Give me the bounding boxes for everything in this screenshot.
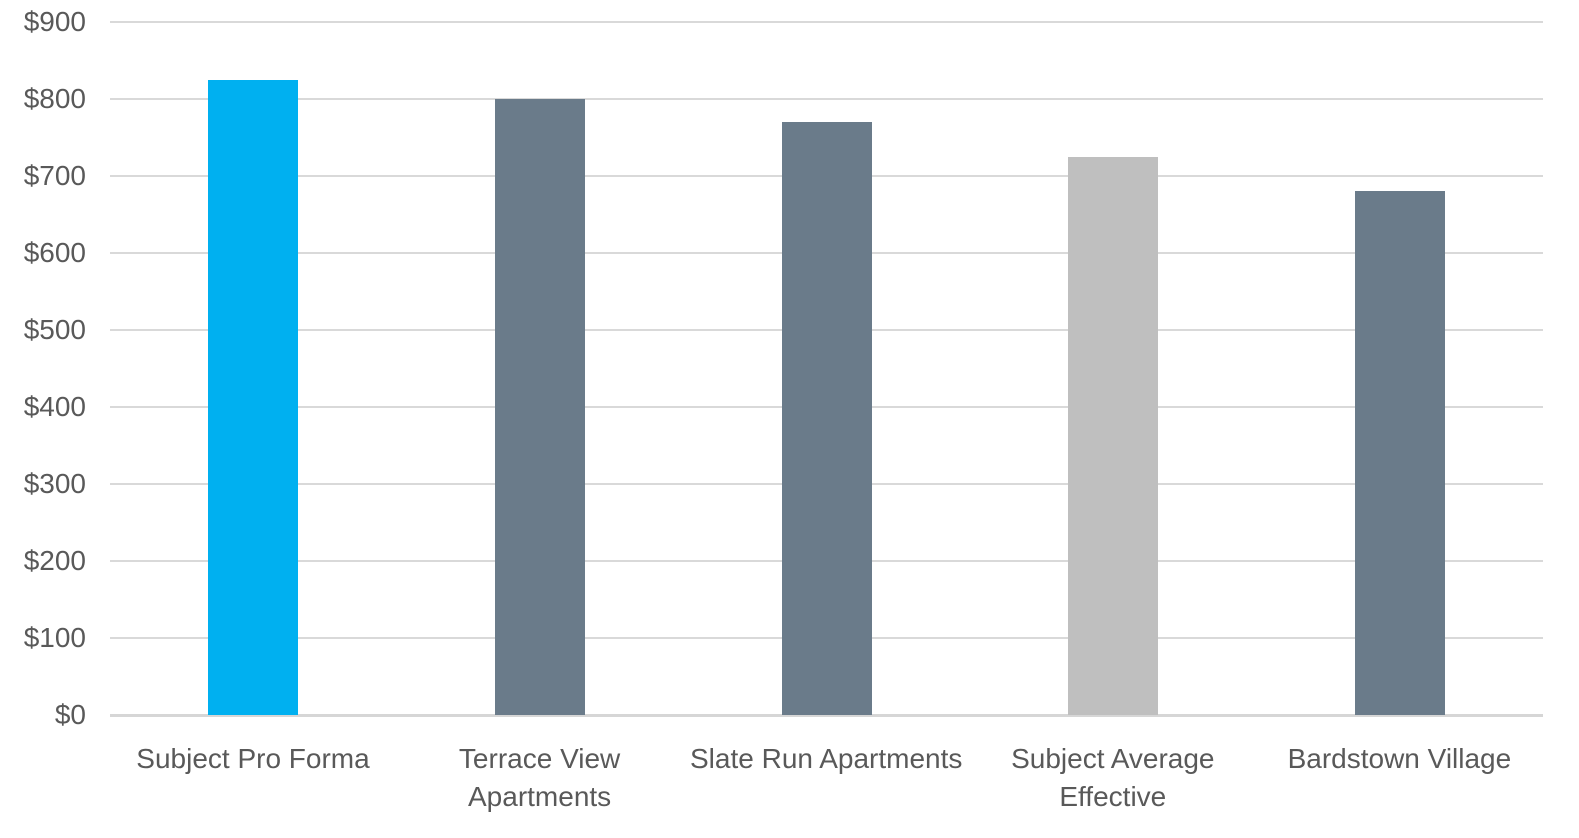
y-tick-label-200: $200 <box>23 545 86 576</box>
x-tick-label-line: Apartments <box>468 781 612 812</box>
gridline-900 <box>110 21 1543 23</box>
x-tick-label-line: Bardstown Village <box>1287 743 1512 774</box>
y-tick-label-300: $300 <box>23 468 86 499</box>
y-tick-label-100: $100 <box>23 622 86 653</box>
x-tick-label-line: Effective <box>1059 781 1167 812</box>
y-tick-label-700: $700 <box>23 160 86 191</box>
x-tick-label-line: Terrace View <box>458 743 621 774</box>
x-tick-label-subject-pro-forma: Subject Pro Forma <box>110 740 396 778</box>
gridline-800 <box>110 98 1543 100</box>
bar-bardstown-village <box>1354 191 1445 715</box>
y-tick-label-900: $900 <box>23 6 86 37</box>
x-tick-label-line: Subject Pro Forma <box>136 743 370 774</box>
y-axis-labels: $0 $100 $200 $300 $400 $500 $600 $700 $800 $900 <box>0 6 86 730</box>
x-tick-label-subject-average-effective: Subject Average Effective <box>970 740 1256 816</box>
bar-slate-run-apartments <box>781 122 872 715</box>
x-tick-label-bardstown-village: Bardstown Village <box>1256 740 1542 778</box>
x-axis-line <box>110 714 1543 717</box>
y-tick-label-600: $600 <box>23 237 86 268</box>
y-tick-label-0: $0 <box>54 699 86 730</box>
y-tick-label-800: $800 <box>23 83 86 114</box>
bar-terrace-view-apartments <box>494 99 585 715</box>
x-tick-label-line: Slate Run Apartments <box>690 743 963 774</box>
bars <box>110 22 1543 715</box>
y-tick-label-400: $400 <box>23 391 86 422</box>
x-tick-label-line: Subject Average <box>1011 743 1215 774</box>
x-tick-label-terrace-view-apartments: Terrace View Apartments <box>397 740 683 816</box>
bar-subject-pro-forma <box>208 79 299 715</box>
y-tick-label-500: $500 <box>23 314 86 345</box>
x-tick-label-slate-run-apartments: Slate Run Apartments <box>683 740 969 778</box>
plot-area <box>110 21 1543 717</box>
bar-subject-average-effective <box>1068 156 1159 715</box>
